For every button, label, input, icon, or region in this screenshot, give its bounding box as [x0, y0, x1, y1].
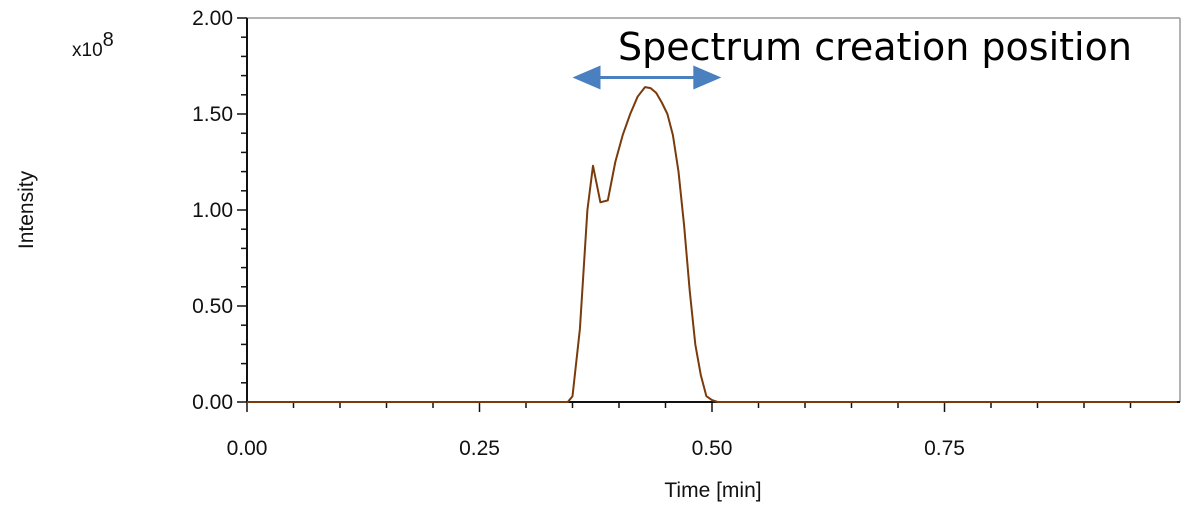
- y-multiplier-exponent: 8: [103, 29, 114, 51]
- x-axis-title: Time [min]: [664, 479, 761, 502]
- x-tick-label: 0.25: [459, 437, 500, 460]
- y-tick-label: 0.00: [192, 391, 233, 414]
- x-tick-label: 0.00: [227, 437, 268, 460]
- y-multiplier-label: x108: [72, 29, 114, 61]
- series-line: [247, 86, 1177, 403]
- y-axis-ticks: 0.00 0.50 1.00 1.50 2.00: [192, 7, 247, 414]
- x-axis-ticks: 0.00 0.25 0.50 0.75: [227, 402, 1132, 460]
- y-multiplier-base: x10: [72, 40, 103, 61]
- arrow-head-left: [572, 65, 601, 90]
- y-tick-label: 2.00: [192, 7, 233, 30]
- x-tick-label: 0.75: [924, 437, 965, 460]
- y-axis-title: Intensity: [15, 170, 38, 249]
- x-tick-label: 0.50: [692, 437, 733, 460]
- arrow-head-right: [693, 65, 722, 90]
- y-tick-label: 1.50: [192, 103, 233, 126]
- y-tick-label: 1.00: [192, 199, 233, 222]
- y-tick-label: 0.50: [192, 295, 233, 318]
- series-layer: [247, 86, 1177, 403]
- annotation-layer: [572, 65, 722, 90]
- annotation-text: Spectrum creation position: [618, 25, 1132, 69]
